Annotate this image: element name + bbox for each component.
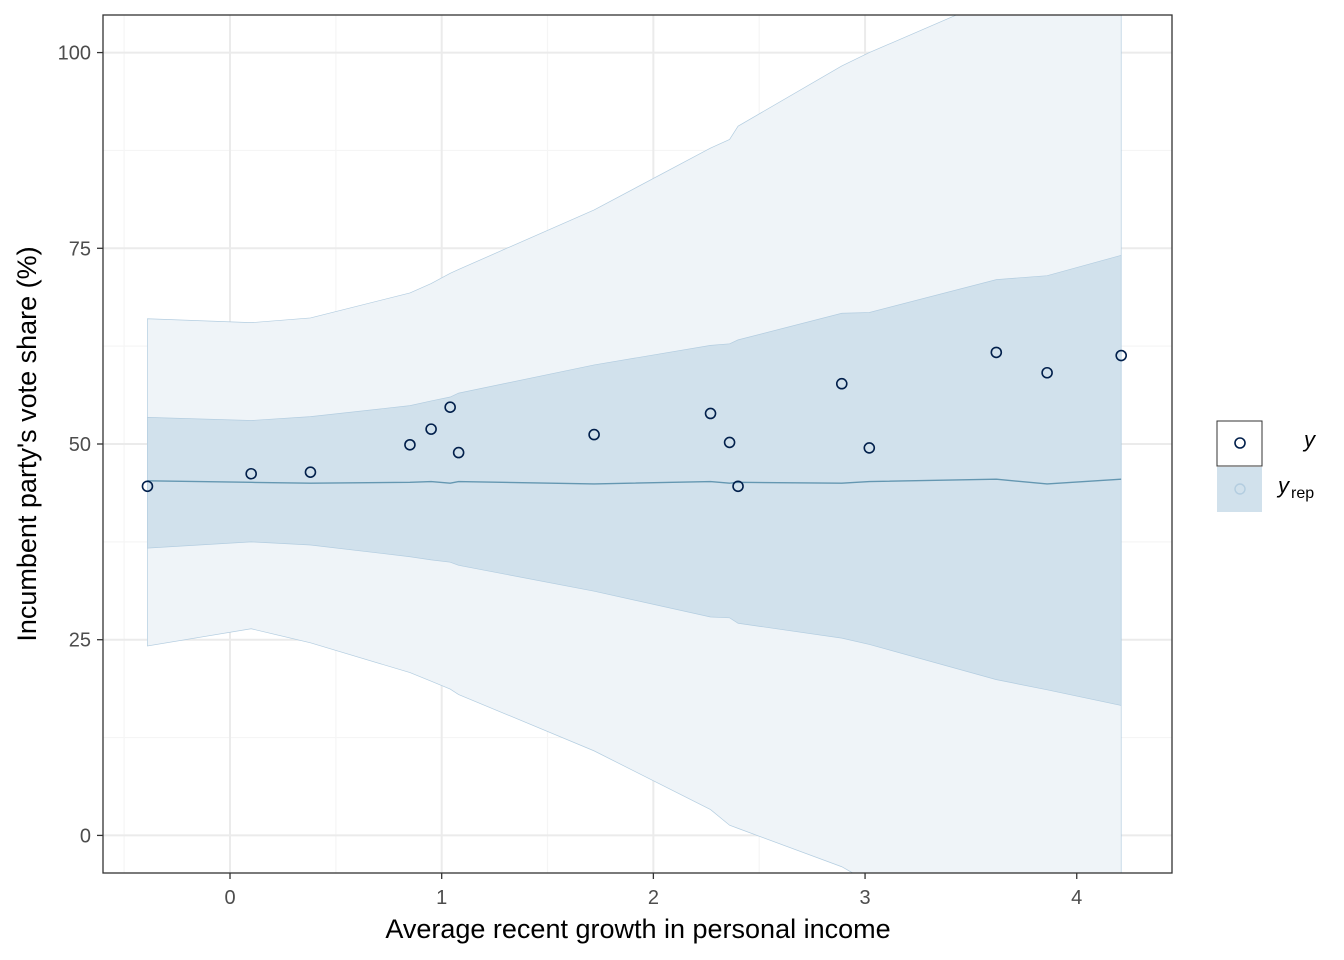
data-point xyxy=(1041,366,1053,379)
data-point xyxy=(1115,349,1127,362)
legend-key-yrep xyxy=(1217,467,1262,512)
x-tick-label: 3 xyxy=(859,887,870,909)
data-point xyxy=(704,407,717,420)
legend-label-yrep: y rep xyxy=(1276,473,1314,502)
legend-point-icon xyxy=(1234,437,1246,449)
data-point xyxy=(863,442,876,454)
legend-label-yrep-sub: rep xyxy=(1291,485,1314,502)
axes: 0 1 2 3 4 0 25 50 75 100 xyxy=(58,43,1083,909)
legend-faint-point-icon xyxy=(1234,483,1246,495)
x-axis-title: Average recent growth in personal income xyxy=(385,914,890,944)
data-point xyxy=(425,423,437,435)
data-point xyxy=(452,446,465,459)
observed-points xyxy=(141,346,1127,493)
x-tick-label: 2 xyxy=(648,887,659,909)
y-tick-label: 50 xyxy=(69,434,91,456)
data-point xyxy=(245,467,257,480)
x-tick-label: 1 xyxy=(436,887,447,909)
data-point xyxy=(141,480,154,493)
predictive-bands xyxy=(147,15,1122,873)
y-tick-label: 100 xyxy=(58,43,91,65)
legend-key-y xyxy=(1216,420,1263,467)
data-point xyxy=(588,428,600,441)
y-tick-label: 25 xyxy=(69,630,91,652)
median-line xyxy=(147,478,1122,485)
y-axis-title: Incumbent party's vote share (%) xyxy=(12,246,42,641)
y-tick-label: 75 xyxy=(69,238,91,260)
x-tick-label: 4 xyxy=(1071,887,1082,909)
data-point xyxy=(404,438,416,451)
x-tick-label: 0 xyxy=(224,887,235,909)
data-point xyxy=(990,346,1003,359)
y-tick-label: 0 xyxy=(80,825,91,847)
legend-label-yrep-main: y xyxy=(1276,473,1291,498)
data-point xyxy=(732,480,744,493)
data-point xyxy=(835,377,848,390)
inner-interval-band xyxy=(147,254,1122,706)
legend-label-y: y xyxy=(1302,427,1317,452)
legend: y y rep xyxy=(1216,420,1317,512)
data-point xyxy=(444,401,456,414)
data-point xyxy=(304,466,317,478)
data-point xyxy=(723,436,736,449)
